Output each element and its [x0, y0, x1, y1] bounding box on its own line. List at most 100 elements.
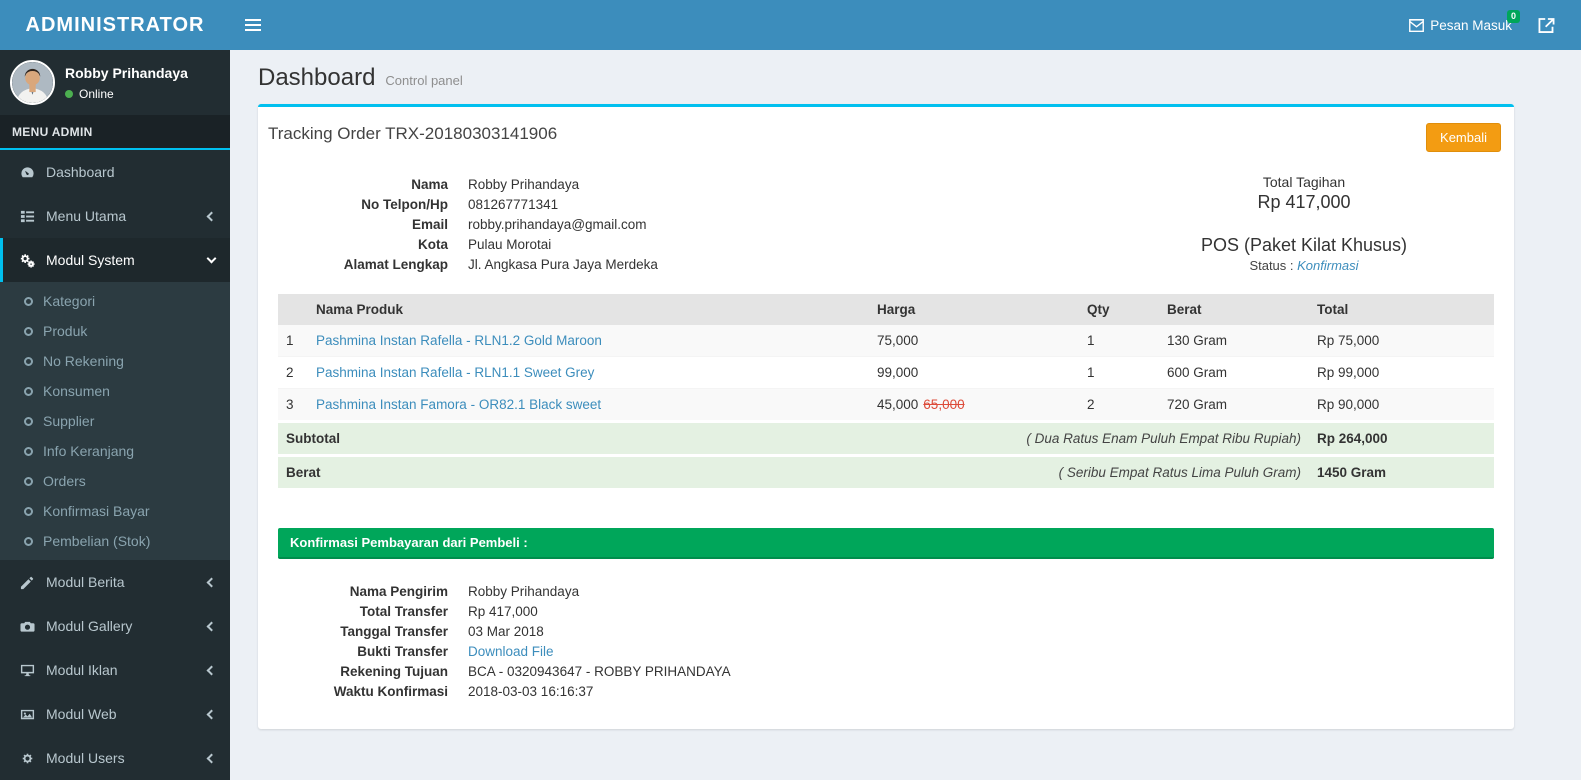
sidebar-subitem-orders[interactable]: Orders [0, 466, 230, 496]
desktop-icon [18, 663, 36, 678]
logout-button[interactable] [1526, 11, 1567, 40]
dashboard-icon [18, 165, 36, 180]
customer-row: No Telpon/Hp 081267771341 [258, 194, 658, 214]
customer-row: Email robby.prihandaya@gmail.com [258, 214, 658, 234]
circle-icon [24, 296, 33, 306]
circle-icon [24, 536, 33, 546]
products-table: Nama Produk Harga Qty Berat Total 1 Pashmina … [278, 294, 1494, 488]
sidebar-item-menu-utama[interactable]: Menu Utama [0, 194, 230, 238]
sidebar-item-dashboard[interactable]: Dashboard [0, 150, 230, 194]
chevron-left-icon [206, 665, 217, 675]
sidebar-menu: Dashboard Menu Utama Modul System Kategori P… [0, 150, 230, 780]
product-link[interactable]: Pashmina Instan Famora - OR82.1 Black sw… [316, 397, 602, 412]
order-summary: Total Tagihan Rp 417,000 POS (Paket Kila… [1094, 174, 1514, 274]
sidebar-subitem-info-keranjang[interactable]: Info Keranjang [0, 436, 230, 466]
messages-menu-button[interactable]: Pesan Masuk 0 [1399, 9, 1522, 39]
customer-row: Nama Robby Prihandaya [258, 174, 658, 194]
sidebar-subitem-supplier[interactable]: Supplier [0, 406, 230, 436]
sidebar-item-label: Modul Iklan [46, 662, 118, 678]
products-table-foot: Subtotal ( Dua Ratus Enam Puluh Empat Rib… [278, 421, 1494, 488]
user-status[interactable]: Online [65, 87, 188, 101]
payment-row: Total Transfer Rp 417,000 [258, 601, 731, 621]
sidebar-toggle-button[interactable] [230, 0, 275, 50]
customer-info-section: Nama Robby Prihandaya No Telpon/Hp 08126777… [258, 158, 1514, 280]
sidebar-item-label: Modul Web [46, 706, 117, 722]
product-name-cell: Pashmina Instan Rafella - RLN1.2 Gold Ma… [308, 325, 869, 357]
total-cell: Rp 75,000 [1309, 325, 1494, 357]
treeview-menu: Kategori Produk No Rekening Konsumen Supplie… [0, 282, 230, 560]
card-header: Tracking Order TRX-20180303141906 [258, 107, 1514, 158]
field-label: Bukti Transfer [357, 643, 448, 659]
sidebar: ADMINISTRATOR Robby Prihandaya [0, 0, 230, 780]
online-status-dot [65, 89, 73, 98]
page-subtitle: Control panel [385, 73, 463, 88]
gears-icon [18, 253, 36, 268]
circle-icon [24, 446, 33, 456]
sidebar-subitem-konsumen[interactable]: Konsumen [0, 376, 230, 406]
price-cell: 99,000 [869, 356, 1079, 389]
shipping-method: POS (Paket Kilat Khusus) [1200, 235, 1408, 255]
status-value: Konfirmasi [1297, 258, 1359, 273]
circle-icon [24, 416, 33, 426]
card-title: Tracking Order TRX-20180303141906 [268, 124, 558, 143]
messages-label: Pesan Masuk [1430, 17, 1512, 33]
envelope-icon [1409, 18, 1425, 32]
sidebar-subitem-kategori[interactable]: Kategori [0, 286, 230, 316]
circle-icon [24, 386, 33, 396]
sidebar-item-modul-system[interactable]: Modul System [0, 238, 230, 282]
sidebar-subitem-konfirmasi-bayar[interactable]: Konfirmasi Bayar [0, 496, 230, 526]
pencil-icon [18, 575, 36, 590]
field-value: BCA - 0320943647 - ROBBY PRIHANDAYA [468, 663, 731, 679]
sidebar-subitem-pembelian-stok-[interactable]: Pembelian (Stok) [0, 526, 230, 556]
sidebar-item-modul-iklan[interactable]: Modul Iklan [0, 648, 230, 692]
sidebar-subitem-label: No Rekening [43, 353, 124, 369]
current-price: 99,000 [877, 365, 919, 380]
sidebar-item-modul-users[interactable]: Modul Users [0, 736, 230, 780]
sidebar-item-label: Menu Utama [46, 208, 127, 224]
qty-cell: 1 [1079, 356, 1159, 389]
avatar [10, 60, 55, 105]
user-name: Robby Prihandaya [65, 64, 188, 81]
field-value: 2018-03-03 16:16:37 [468, 683, 594, 699]
payment-banner: Konfirmasi Pembayaran dari Pembeli : [278, 528, 1494, 559]
sidebar-subitem-label: Kategori [43, 293, 96, 309]
field-label: Total Transfer [359, 603, 448, 619]
sidebar-subitem-no-rekening[interactable]: No Rekening [0, 346, 230, 376]
sidebar-item-modul-berita[interactable]: Modul Berita [0, 560, 230, 604]
logout-icon [1538, 17, 1555, 33]
user-info: Robby Prihandaya Online [65, 65, 188, 101]
card-body: Nama Robby Prihandaya No Telpon/Hp 08126777… [258, 158, 1514, 701]
row-number: 1 [278, 325, 308, 357]
sidebar-item-label: Dashboard [46, 164, 115, 180]
qty-cell: 1 [1079, 325, 1159, 357]
total-bill-value: Rp 417,000 [1257, 192, 1351, 212]
row-number: 3 [278, 388, 308, 422]
chevron-left-icon [206, 753, 217, 763]
page-title: Dashboard [258, 64, 376, 91]
download-file-link[interactable]: Download File [468, 643, 554, 659]
customer-row: Kota Pulau Morotai [258, 234, 658, 254]
weight-total-row: Berat ( Seribu Empat Ratus Lima Puluh Gra… [278, 455, 1494, 488]
chevron-left-icon [206, 577, 217, 587]
tracking-order-card: Tracking Order TRX-20180303141906 Kembal… [258, 104, 1514, 729]
product-link[interactable]: Pashmina Instan Rafella - RLN1.1 Sweet G… [316, 365, 595, 380]
back-button[interactable]: Kembali [1426, 123, 1501, 152]
price-cell: 45,000 65,000 [869, 388, 1079, 422]
sidebar-item-label: Modul System [46, 252, 135, 268]
sidebar-subitem-label: Info Keranjang [43, 443, 135, 459]
sidebar-item-modul-gallery[interactable]: Modul Gallery [0, 604, 230, 648]
status-label: Status : [1249, 258, 1294, 273]
subtotal-row: Subtotal ( Dua Ratus Enam Puluh Empat Rib… [278, 421, 1494, 456]
chevron-down-icon [206, 253, 217, 264]
camera-icon [18, 619, 36, 634]
sidebar-subitem-produk[interactable]: Produk [0, 316, 230, 346]
sidebar-subitem-label: Konsumen [43, 383, 110, 399]
list-icon [18, 209, 36, 224]
field-label: Email [411, 216, 448, 232]
payment-row: Bukti Transfer Download File [258, 641, 731, 661]
avatar-image [12, 62, 53, 103]
sidebar-item-modul-web[interactable]: Modul Web [0, 692, 230, 736]
field-value: Download File [448, 641, 731, 661]
brand-logo[interactable]: ADMINISTRATOR [0, 0, 230, 50]
product-link[interactable]: Pashmina Instan Rafella - RLN1.2 Gold Ma… [316, 333, 602, 348]
